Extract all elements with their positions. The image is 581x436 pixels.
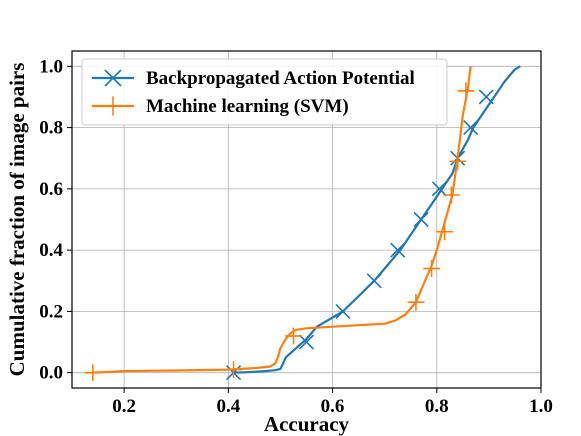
x-tick-label-3: 0.8: [425, 396, 449, 417]
series-1-marker-7: [449, 152, 467, 170]
x-tick-label-2: 0.6: [321, 396, 345, 417]
y-axis-label: Cumulative fraction of image pairs: [5, 63, 29, 377]
series-1-marker-2: [285, 327, 302, 345]
legend-marker-1: [103, 96, 123, 116]
y-tick-label-3: 0.6: [39, 179, 63, 200]
series-1-marker-5: [436, 223, 453, 241]
y-tick-label-0: 0.0: [39, 363, 63, 384]
legend-marker-1-glyph: [103, 96, 123, 116]
series-0-marker-6: [431, 181, 447, 197]
series-0-marker-8: [463, 120, 479, 136]
series-0-marker-9: [478, 89, 494, 105]
x-tick-label-4: 1.0: [529, 396, 553, 417]
plot-frame: [71, 50, 542, 389]
series-0-marker-1: [298, 334, 315, 350]
y-tick-label-4: 0.8: [39, 118, 63, 139]
series-1-marker-6: [442, 186, 460, 204]
series-0-marker-4-stroke-b: [390, 242, 406, 258]
series-line-1: [92, 66, 472, 374]
ticks: 0.2 0.4 0.6 0.8 1.0 0.0 0.2 0.4 0.6 0.8 1.0: [39, 56, 553, 417]
series-0-marker-8-stroke-b: [463, 120, 479, 136]
x-tick-label-0: 0.2: [112, 396, 136, 417]
series-0-marker-5-stroke-b: [413, 211, 429, 228]
legend-marker-0: [104, 69, 122, 87]
legend-box: [81, 58, 448, 126]
series-0-marker-6-stroke-b: [431, 181, 447, 197]
series-0-marker-1-stroke-b: [298, 334, 315, 350]
legend: Backpropagated Action Potential Machine …: [81, 58, 448, 126]
y-tick-label-2: 0.4: [39, 240, 63, 261]
series-0-marker-2-stroke-b: [335, 303, 351, 319]
series-1-marker-4: [423, 260, 440, 277]
series-0-marker-3: [366, 273, 382, 289]
series-1-marker-3: [407, 293, 425, 311]
series-0-marker-5: [413, 211, 429, 228]
y-tick-label-5: 1.0: [39, 56, 63, 77]
series-0-marker-4: [390, 242, 406, 258]
y-tick-label-1: 0.2: [39, 301, 63, 322]
series-1-marker-1: [225, 361, 242, 379]
series-0-marker-9-stroke-b: [478, 89, 494, 105]
legend-label-1: Machine learning (SVM): [146, 96, 349, 117]
series-1-marker-0: [84, 364, 102, 382]
legend-label-0: Backpropagated Action Potential: [146, 68, 415, 89]
x-tick-label-1: 0.4: [216, 396, 240, 417]
series-1-marker-8: [457, 82, 475, 100]
legend-marker-0-glyph-stroke-b: [104, 69, 122, 87]
legend-marker-0-glyph: [104, 69, 122, 87]
series-layer: [84, 65, 521, 382]
x-axis-label: Accuracy: [264, 412, 350, 436]
series-0-marker-2: [335, 303, 351, 319]
series-0-marker-3-stroke-b: [366, 273, 382, 289]
